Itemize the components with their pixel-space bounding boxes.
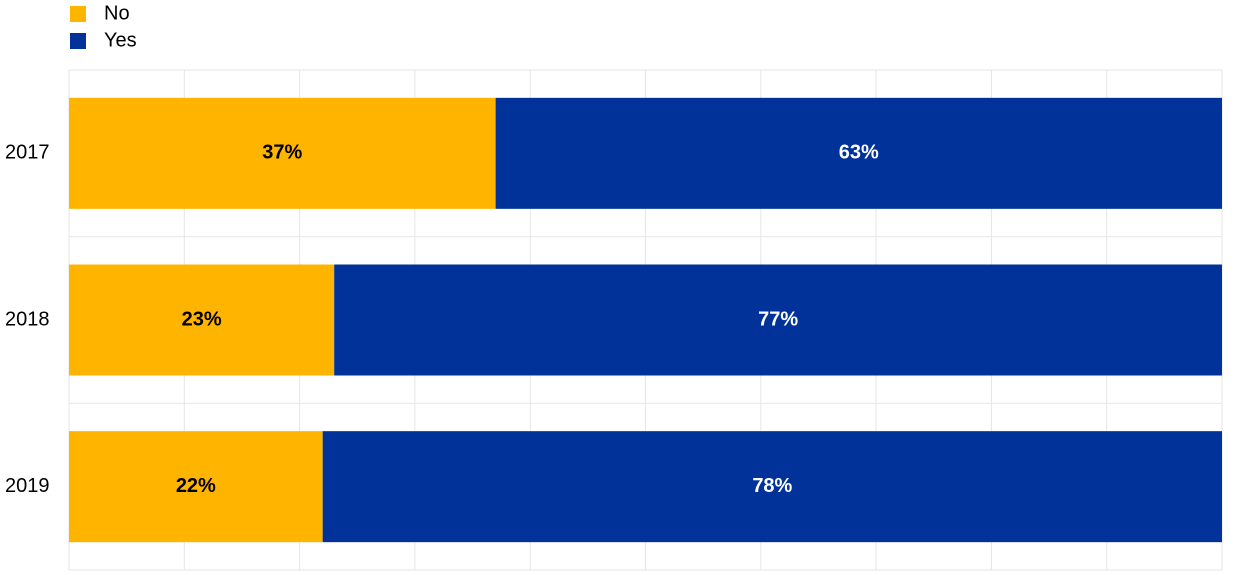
value-label: 37%	[262, 142, 302, 164]
y-tick-label: 2018	[5, 308, 50, 330]
legend-label: No	[104, 2, 130, 24]
value-label: 77%	[758, 308, 798, 330]
legend-swatch	[70, 33, 86, 49]
bar-segment	[69, 264, 335, 376]
bar-segment	[69, 431, 323, 543]
bar-segment	[322, 431, 1222, 543]
value-label: 78%	[752, 475, 792, 497]
bar-segment	[69, 97, 496, 209]
y-tick-label: 2017	[5, 142, 50, 164]
bar-segment	[334, 264, 1222, 376]
bar-segment	[495, 97, 1222, 209]
legend-swatch	[70, 6, 86, 22]
value-label: 22%	[176, 475, 216, 497]
y-tick-label: 2019	[5, 475, 50, 497]
value-label: 63%	[839, 142, 879, 164]
legend-label: Yes	[104, 29, 137, 51]
value-label: 23%	[182, 308, 222, 330]
